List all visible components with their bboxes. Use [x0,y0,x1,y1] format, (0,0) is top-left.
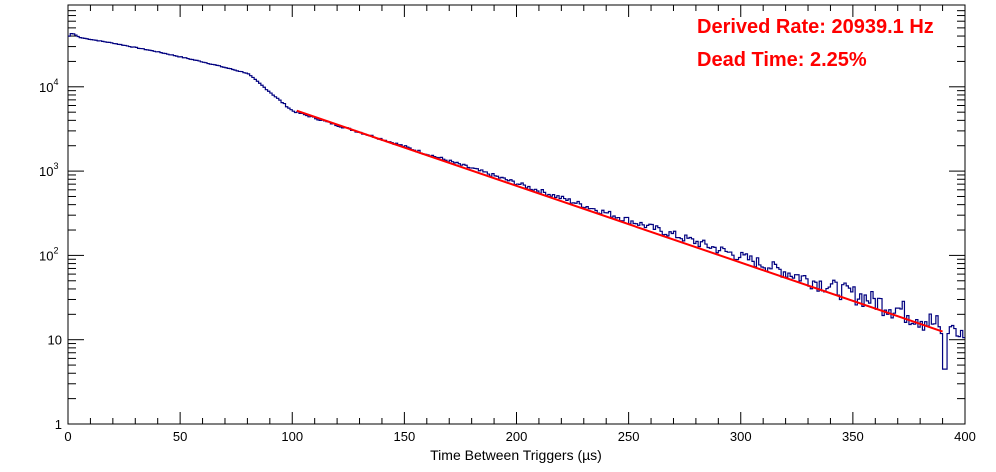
x-tick-label: 50 [173,429,187,444]
y-tick-label: 1 [55,417,62,432]
x-tick-label: 150 [394,429,416,444]
x-tick-labels: 0 50 100 150 200 250 300 350 400 [64,429,975,444]
y-tick-label: 102 [39,245,58,263]
axis-ticks [67,5,966,425]
derived-rate-annotation: Derived Rate: 20939.1 Hz [697,16,934,38]
y-tick-label: 104 [39,77,58,95]
histogram-series [68,33,965,370]
dead-time-annotation: Dead Time: 2.25% [697,49,867,71]
x-axis-title: Time Between Triggers (µs) [430,447,602,463]
y-tick-labels: 1 10 102 103 104 [39,77,62,432]
x-tick-label: 100 [281,429,303,444]
x-tick-label: 400 [954,429,976,444]
fit-curve [296,109,943,333]
x-tick-label: 250 [618,429,640,444]
x-tick-label: 350 [842,429,864,444]
x-tick-label: 300 [730,429,752,444]
y-tick-label: 103 [39,161,58,179]
x-tick-label: 200 [506,429,528,444]
y-tick-label: 10 [48,333,62,348]
x-tick-label: 0 [64,429,71,444]
